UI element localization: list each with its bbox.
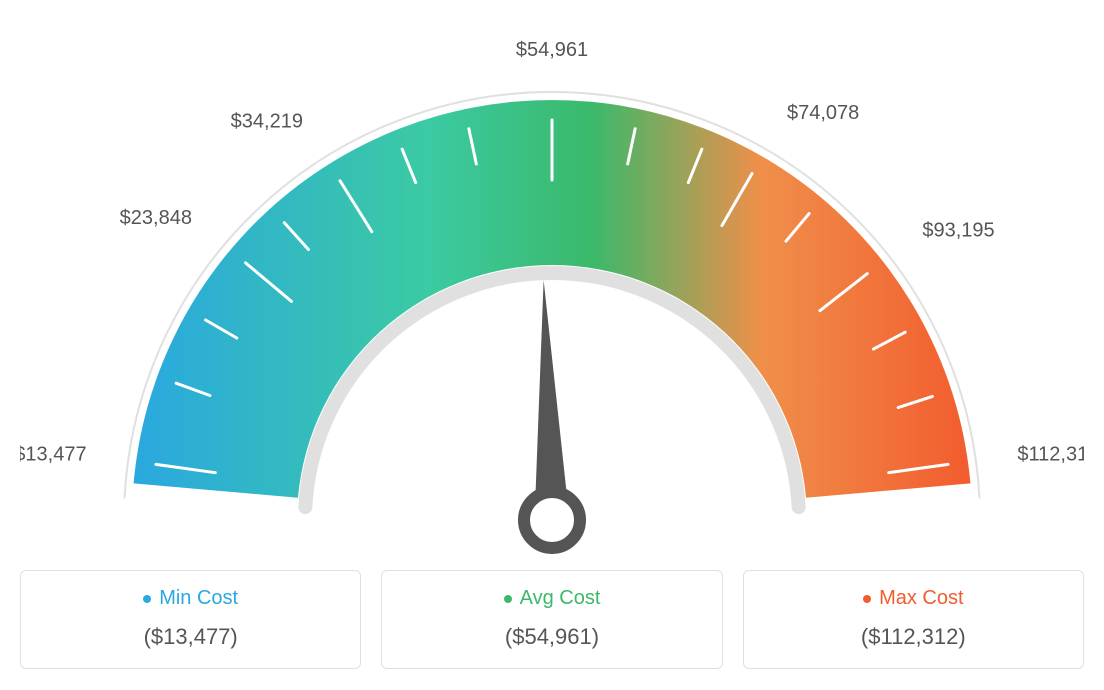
legend-title-text: Avg Cost [520,587,601,610]
legend-title: Max Cost [863,587,963,610]
legend-value: ($13,477) [31,624,350,650]
gauge-tick-label: $74,078 [787,102,859,124]
gauge-tick-label: $13,477 [20,444,87,466]
legend-title: Min Cost [143,587,238,610]
gauge-svg: $13,477 $23,848 $34,219 $54,961 $74,078 $93,1… [20,20,1084,560]
legend-dot-icon [504,595,512,603]
legend-title-text: Max Cost [879,587,963,610]
legend-dot-icon [143,595,151,603]
legend-card: Min Cost ($13,477) [20,570,361,669]
legend-dot-icon [863,595,871,603]
legend-title-text: Min Cost [159,587,238,610]
legend-value: ($112,312) [754,624,1073,650]
legend-title: Avg Cost [504,587,601,610]
legend-card: Avg Cost ($54,961) [381,570,722,669]
gauge-tick-label: $93,195 [922,220,994,242]
gauge-tick-label: $112,312 [1017,444,1084,466]
legend-row: Min Cost ($13,477) Avg Cost ($54,961) Max Co… [20,570,1084,669]
gauge-tick-label: $54,961 [516,39,588,61]
cost-gauge-chart: $13,477 $23,848 $34,219 $54,961 $74,078 $93,1… [20,20,1084,669]
legend-card: Max Cost ($112,312) [743,570,1084,669]
gauge-tick-label: $23,848 [120,207,192,229]
gauge-tick-label: $34,219 [231,110,303,132]
legend-value: ($54,961) [392,624,711,650]
gauge-area: $13,477 $23,848 $34,219 $54,961 $74,078 $93,1… [20,20,1084,560]
